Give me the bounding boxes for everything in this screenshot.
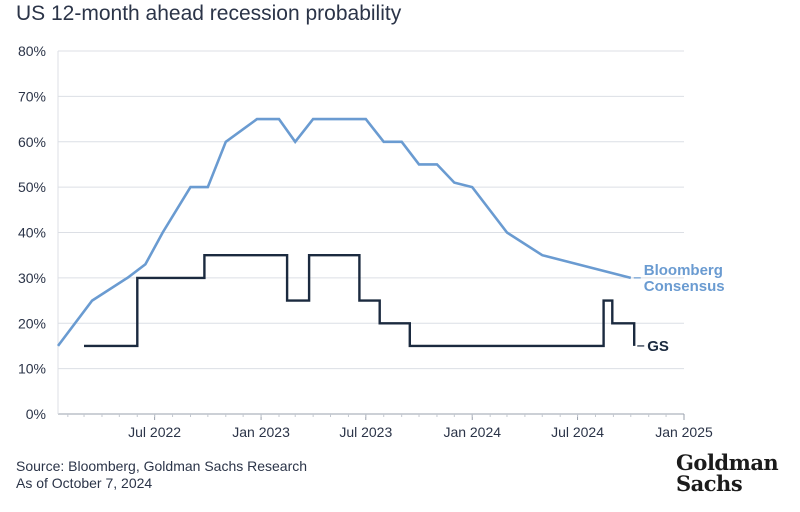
x-axis: Jul 2022 Jan 2023 Jul 2023 Jan 2024 Jul 2024… xyxy=(57,51,713,440)
y-tick-label: 70% xyxy=(18,88,46,104)
gridlines xyxy=(58,50,684,370)
y-tick-label: 40% xyxy=(18,225,46,241)
chart-footer: Source: Bloomberg, Goldman Sachs Researc… xyxy=(16,458,307,492)
y-tick-label: 80% xyxy=(18,43,46,59)
series-line-bloomberg-consensus xyxy=(56,117,632,347)
series-line-gs xyxy=(84,253,636,348)
logo-line-1: Goldman xyxy=(676,450,779,475)
x-tick-label: Jul 2022 xyxy=(128,424,181,440)
logo-line-2: Sachs xyxy=(676,471,743,496)
y-tick-label: 50% xyxy=(18,179,46,195)
series-label: Bloomberg xyxy=(644,262,723,279)
as-of-note: As of October 7, 2024 xyxy=(16,475,153,491)
x-tick-label: Jan 2023 xyxy=(232,424,290,440)
chart-title: US 12-month ahead recession probability xyxy=(16,2,402,25)
y-axis-ticks: 0% 10% 20% 30% 40% 50% 60% 70% 80% xyxy=(18,43,46,422)
series-label: Consensus xyxy=(644,278,725,295)
goldman-sachs-logo: Goldman Sachs xyxy=(676,452,786,494)
series-lines xyxy=(56,117,636,348)
series-label: GS xyxy=(647,338,669,355)
x-tick-label: Jan 2024 xyxy=(443,424,501,440)
y-tick-label: 60% xyxy=(18,134,46,150)
x-tick-label: Jul 2023 xyxy=(339,424,392,440)
source-note: Source: Bloomberg, Goldman Sachs Researc… xyxy=(16,458,308,474)
y-tick-label: 20% xyxy=(18,315,46,331)
y-tick-label: 30% xyxy=(18,270,46,286)
y-tick-label: 10% xyxy=(18,361,46,377)
x-tick-label: Jan 2025 xyxy=(655,424,713,440)
x-tick-label: Jul 2024 xyxy=(551,424,604,440)
y-tick-label: 0% xyxy=(26,406,46,422)
